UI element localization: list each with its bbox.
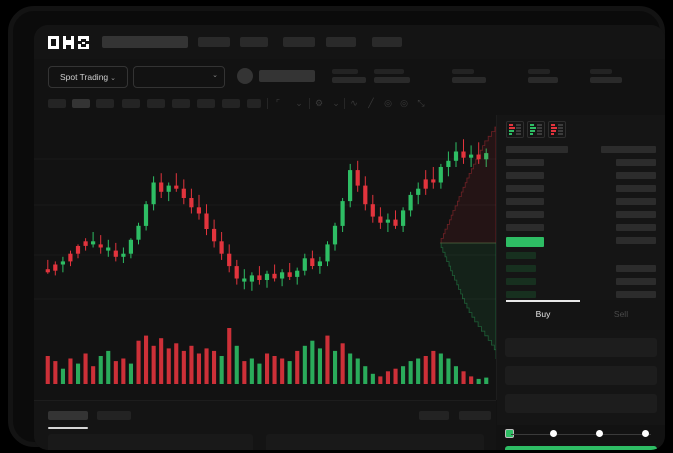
chart-area[interactable]: [34, 115, 497, 400]
bottom-card-1: [48, 434, 253, 450]
nav-item-1[interactable]: [198, 37, 230, 47]
candlestick-chart[interactable]: [34, 115, 496, 315]
trading-pair-selector[interactable]: ⌄: [133, 66, 225, 88]
orderbook-ask-row[interactable]: [506, 146, 568, 153]
timeframe-7[interactable]: [197, 99, 215, 108]
orderbook-ask-row[interactable]: [506, 159, 544, 166]
stat-change-24h: [374, 69, 410, 86]
active-side-indicator: [506, 300, 580, 302]
trade-side-tabs: Buy Sell: [497, 300, 665, 330]
tab-sell[interactable]: Sell: [613, 309, 629, 319]
orderbook-current-price[interactable]: [506, 237, 544, 247]
order-form: [497, 330, 665, 425]
orderbook-ask-row[interactable]: [506, 198, 544, 205]
orderbook-ask-amount: [616, 185, 656, 192]
orderbook-ask-row[interactable]: [506, 224, 544, 231]
orderbook-bid-row[interactable]: [506, 291, 536, 298]
stat-last-price: [332, 69, 366, 86]
orderbook-ask-amount: [616, 211, 656, 218]
app-screen: Spot Trading ⌄ ⌄ ⌜: [34, 25, 665, 450]
slider-step-4[interactable]: [642, 430, 649, 437]
search-field[interactable]: [102, 36, 188, 48]
orderbook-bid-amount: [616, 291, 656, 298]
pair-name-label: [259, 70, 315, 82]
order-book[interactable]: [497, 115, 665, 300]
orderbook-bid-amount: [616, 278, 656, 285]
chevron-down-icon: ⌄: [110, 75, 117, 82]
orderbook-ask-amount: [616, 224, 656, 231]
fullscreen-icon[interactable]: ⤡: [417, 98, 425, 108]
market-type-selector[interactable]: Spot Trading ⌄: [48, 66, 128, 88]
tab-open-orders[interactable]: [48, 411, 88, 420]
nav-item-2[interactable]: [240, 37, 268, 47]
nav-item-3[interactable]: [283, 37, 315, 47]
line-chart-icon[interactable]: ∿: [350, 98, 358, 108]
bottom-card-2: [266, 434, 484, 450]
orderbook-view-asks-icon[interactable]: [548, 121, 566, 138]
stat-volume-24h: [590, 69, 622, 86]
nav-item-4[interactable]: [326, 37, 356, 47]
timeframe-3[interactable]: [96, 99, 114, 108]
timeframe-5[interactable]: [147, 99, 165, 108]
orderbook-view-bids-icon[interactable]: [527, 121, 545, 138]
compare-icon[interactable]: ⌄: [295, 98, 303, 108]
chart-toolbar: ⌜ ⌄ ⚙ ⌄ ∿ ╱ ◎ ◎ ⤡: [34, 93, 665, 116]
orderbook-ask-amount: [616, 172, 656, 179]
settings-icon[interactable]: ⚙: [314, 98, 324, 108]
orderbook-current-amount: [616, 237, 656, 244]
bottom-panel: [34, 400, 496, 450]
orderbook-ask-amount: [616, 198, 656, 205]
orderbook-ask-amount: [616, 159, 656, 166]
bottom-action-1[interactable]: [419, 411, 449, 420]
indicator-icon[interactable]: ⌜: [275, 98, 281, 108]
orderbook-bid-row[interactable]: [506, 265, 536, 272]
orderbook-bid-amount: [616, 265, 656, 272]
chevron-down-icon[interactable]: ⌄: [332, 98, 340, 108]
market-depth-overlay: [440, 126, 496, 359]
alert-icon[interactable]: ◎: [400, 98, 408, 108]
active-tab-indicator: [48, 427, 88, 429]
timeframe-9[interactable]: [247, 99, 261, 108]
orderbook-ask-row[interactable]: [506, 172, 544, 179]
tablet-frame: Spot Trading ⌄ ⌄ ⌜: [8, 6, 665, 450]
timeframe-8[interactable]: [222, 99, 240, 108]
orderbook-bid-row[interactable]: [506, 278, 536, 285]
tab-order-history[interactable]: [97, 411, 131, 420]
timeframe-1[interactable]: [48, 99, 66, 108]
slider-track: [511, 433, 651, 435]
ticker-bar: Spot Trading ⌄ ⌄: [34, 59, 665, 94]
orderbook-ask-row[interactable]: [506, 185, 544, 192]
submit-order-button[interactable]: [505, 446, 657, 450]
orderbook-ask-row[interactable]: [506, 211, 544, 218]
stat-high-24h: [452, 69, 486, 86]
coin-avatar: [237, 68, 253, 84]
orderbook-ask-amount: [601, 146, 656, 153]
order-amount-field[interactable]: [505, 366, 657, 385]
nav-item-5[interactable]: [372, 37, 402, 47]
amount-percent-slider[interactable]: [505, 429, 657, 439]
slider-step-3[interactable]: [596, 430, 603, 437]
drawing-tool-icon[interactable]: ╱: [368, 98, 374, 108]
chevron-down-icon: ⌄: [212, 72, 218, 79]
timeframe-2[interactable]: [72, 99, 90, 108]
timeframe-6[interactable]: [172, 99, 190, 108]
timeframe-4[interactable]: [122, 99, 140, 108]
order-price-field[interactable]: [505, 338, 657, 357]
tab-buy[interactable]: Buy: [535, 309, 551, 319]
bottom-action-2[interactable]: [459, 411, 491, 420]
okx-logo[interactable]: [48, 36, 90, 49]
volume-histogram: [45, 328, 489, 384]
market-type-label: Spot Trading: [59, 72, 109, 82]
slider-step-2[interactable]: [550, 430, 557, 437]
order-total-field[interactable]: [505, 394, 657, 413]
orderbook-bid-row[interactable]: [506, 252, 536, 259]
stat-low-24h: [528, 69, 558, 86]
top-navigation-bar: [34, 25, 665, 59]
camera-icon[interactable]: ◎: [384, 98, 392, 108]
orderbook-view-both-icon[interactable]: [506, 121, 524, 138]
